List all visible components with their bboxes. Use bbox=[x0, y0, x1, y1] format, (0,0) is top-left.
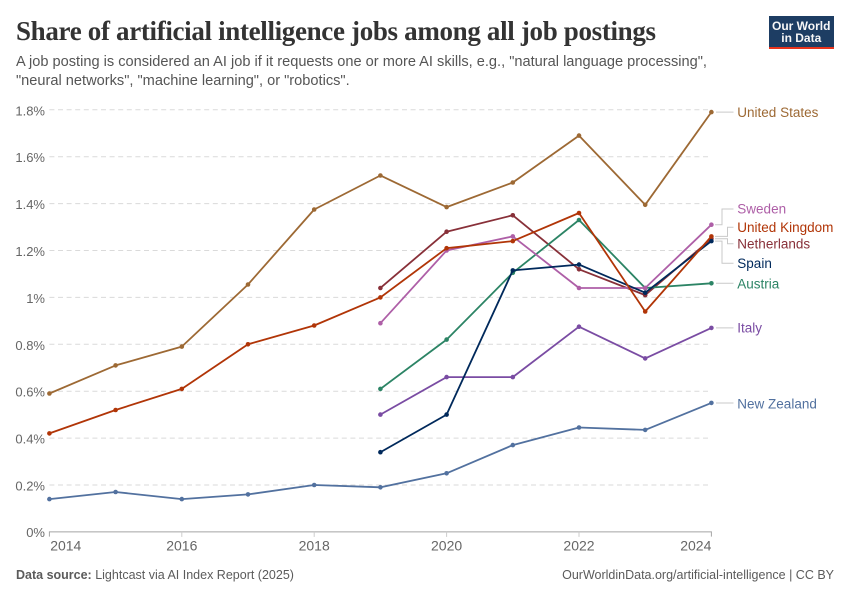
svg-text:New Zealand: New Zealand bbox=[737, 397, 817, 412]
svg-text:0%: 0% bbox=[26, 525, 45, 540]
svg-text:1.4%: 1.4% bbox=[15, 197, 45, 212]
svg-text:2016: 2016 bbox=[166, 538, 197, 554]
svg-text:Italy: Italy bbox=[737, 320, 762, 335]
svg-text:1.6%: 1.6% bbox=[15, 150, 45, 165]
svg-text:0.4%: 0.4% bbox=[15, 432, 45, 447]
svg-text:2022: 2022 bbox=[563, 538, 594, 554]
svg-text:0.6%: 0.6% bbox=[15, 385, 45, 400]
svg-text:United Kingdom: United Kingdom bbox=[737, 220, 833, 235]
svg-text:2014: 2014 bbox=[50, 538, 81, 554]
svg-text:2018: 2018 bbox=[299, 538, 330, 554]
svg-text:2020: 2020 bbox=[431, 538, 462, 554]
svg-text:Sweden: Sweden bbox=[737, 202, 786, 217]
svg-text:United States: United States bbox=[737, 105, 818, 120]
svg-text:0.2%: 0.2% bbox=[15, 479, 45, 494]
svg-text:Netherlands: Netherlands bbox=[737, 236, 810, 251]
svg-text:1.8%: 1.8% bbox=[15, 103, 45, 118]
svg-text:2024: 2024 bbox=[680, 538, 711, 554]
svg-text:Spain: Spain bbox=[737, 256, 772, 271]
svg-text:Austria: Austria bbox=[737, 277, 780, 292]
svg-text:1.2%: 1.2% bbox=[15, 244, 45, 259]
svg-text:0.8%: 0.8% bbox=[15, 338, 45, 353]
svg-text:1%: 1% bbox=[26, 291, 45, 306]
